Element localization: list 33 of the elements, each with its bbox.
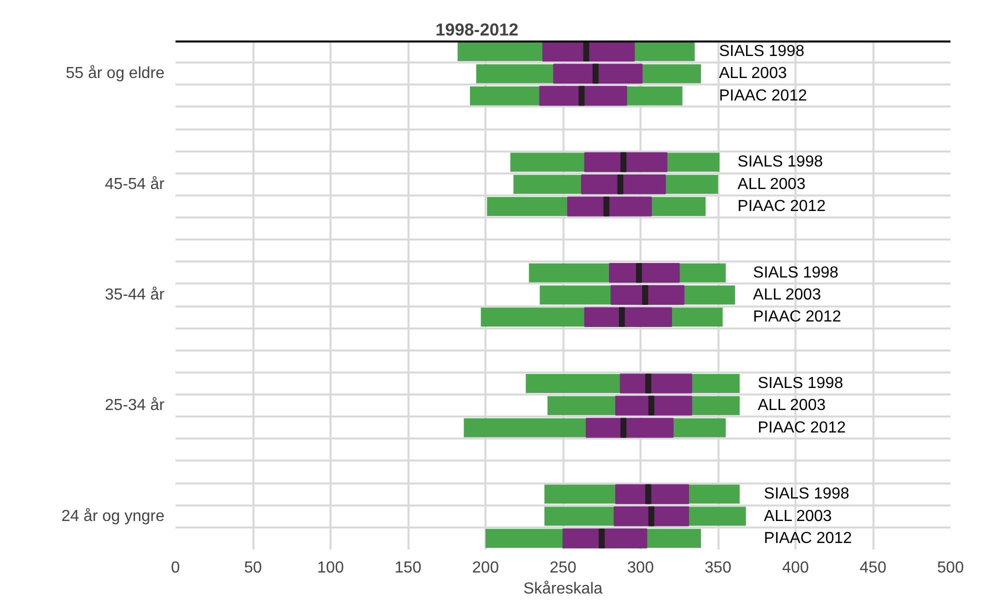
text: SIALS 1998 [764,486,850,503]
x-tick-label: 300 [627,560,654,576]
chart-title: 1998-2012 [436,20,518,40]
text: SIALS 1998 [758,375,844,392]
text: ALL 2003 [753,286,821,304]
y-tick-label: 25-34 år [104,397,166,414]
x-tick-label: 500 [937,560,964,576]
x-tick-label: 450 [860,560,886,576]
y-tick-label: 24 år og yngre [61,508,165,525]
text: SIALS 1998 [738,154,823,171]
x-tick-label: 150 [394,560,422,576]
x-tick-label: 350 [704,560,732,576]
text: SIALS 1998 [718,43,804,60]
x-axis-title: Skåreskala [523,580,603,598]
x-tick-label: 400 [782,560,809,576]
y-tick-label: 45-54 år [104,176,166,193]
text: ALL 2003 [718,65,787,82]
text: SIALS 1998 [753,264,838,282]
x-tick-label: 0 [171,560,180,576]
text: PIAAC 2012 [718,87,808,104]
y-tick-label: 35-44 år [104,286,166,304]
x-tick-label: 250 [550,560,576,576]
x-tick-label: 200 [472,560,499,576]
text: ALL 2003 [764,508,832,525]
text: PIAAC 2012 [753,308,842,326]
text: PIAAC 2012 [764,530,852,547]
text: PIAAC 2012 [738,198,826,215]
text: PIAAC 2012 [758,419,846,436]
x-tick-label: 100 [317,560,344,576]
text: ALL 2003 [738,176,806,193]
text: ALL 2003 [758,397,826,414]
y-tick-label: 55 år og eldre [66,65,165,82]
x-tick-label: 50 [244,560,262,576]
